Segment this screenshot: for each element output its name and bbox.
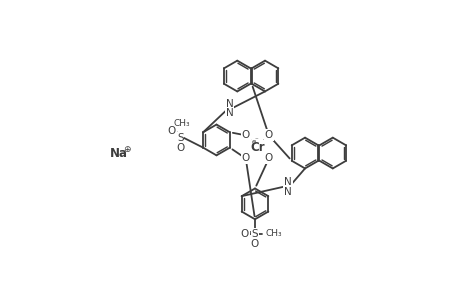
- Text: e: e: [252, 139, 256, 145]
- Text: O: O: [241, 153, 249, 164]
- Text: N: N: [284, 177, 291, 187]
- Text: O: O: [250, 239, 258, 249]
- Text: S: S: [177, 133, 183, 142]
- Text: O: O: [168, 127, 176, 136]
- Text: CH₃: CH₃: [173, 119, 190, 128]
- Text: N: N: [225, 108, 233, 118]
- Text: S: S: [251, 229, 258, 239]
- Text: Na: Na: [110, 146, 128, 160]
- Text: ⁻: ⁻: [254, 137, 258, 143]
- Text: O: O: [176, 143, 184, 153]
- Text: Cr: Cr: [249, 141, 264, 154]
- Text: N: N: [284, 187, 291, 196]
- Text: O: O: [241, 229, 249, 239]
- Text: ⊕: ⊕: [123, 145, 130, 154]
- Text: N: N: [225, 99, 233, 109]
- Text: O: O: [264, 153, 272, 164]
- Text: CH₃: CH₃: [265, 230, 282, 238]
- Text: O: O: [241, 130, 249, 140]
- Text: O: O: [264, 130, 272, 140]
